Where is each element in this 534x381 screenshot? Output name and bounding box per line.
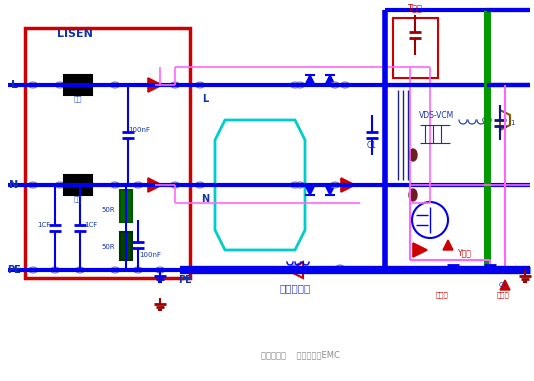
- Ellipse shape: [483, 117, 491, 123]
- Polygon shape: [325, 75, 335, 85]
- Text: N: N: [10, 180, 19, 190]
- Ellipse shape: [335, 265, 344, 271]
- Ellipse shape: [170, 82, 179, 88]
- Ellipse shape: [409, 149, 417, 161]
- Text: 高阻: 高阻: [74, 196, 82, 202]
- Text: Y电容: Y电容: [458, 248, 472, 258]
- Polygon shape: [305, 185, 315, 195]
- Text: L: L: [11, 80, 18, 90]
- Text: PE: PE: [7, 265, 21, 275]
- Bar: [120, 232, 132, 260]
- Ellipse shape: [111, 267, 120, 273]
- Ellipse shape: [409, 189, 417, 201]
- Text: 1CF: 1CF: [84, 222, 98, 228]
- Ellipse shape: [51, 267, 59, 273]
- Ellipse shape: [195, 82, 205, 88]
- Text: C4: C4: [498, 282, 507, 288]
- Ellipse shape: [290, 82, 300, 88]
- Polygon shape: [500, 280, 510, 290]
- Polygon shape: [443, 240, 453, 250]
- Bar: [64, 175, 92, 195]
- Text: VDS-VCM: VDS-VCM: [419, 110, 454, 120]
- Text: 50R: 50R: [101, 244, 115, 250]
- Ellipse shape: [341, 182, 349, 188]
- Bar: [25, 28, 190, 278]
- Text: T电容: T电容: [407, 3, 422, 13]
- Ellipse shape: [134, 182, 143, 188]
- Ellipse shape: [111, 82, 120, 88]
- Text: 电子产品物    及电磁兼容EMC: 电子产品物 及电磁兼容EMC: [261, 351, 340, 360]
- Ellipse shape: [28, 82, 37, 88]
- Polygon shape: [341, 178, 355, 192]
- Ellipse shape: [341, 82, 349, 88]
- Text: 50R: 50R: [101, 207, 115, 213]
- Text: 1CF: 1CF: [37, 222, 51, 228]
- Ellipse shape: [56, 182, 65, 188]
- Polygon shape: [413, 243, 427, 257]
- Text: LISEN: LISEN: [57, 29, 93, 39]
- Polygon shape: [325, 185, 335, 195]
- Text: 100nF: 100nF: [139, 252, 161, 258]
- Bar: [120, 190, 132, 222]
- Text: 分电容: 分电容: [436, 292, 449, 298]
- Ellipse shape: [195, 182, 205, 188]
- Text: 100nF: 100nF: [128, 127, 150, 133]
- Polygon shape: [148, 78, 162, 92]
- Bar: [64, 75, 92, 95]
- Ellipse shape: [28, 182, 37, 188]
- Text: 1: 1: [510, 120, 514, 126]
- Ellipse shape: [295, 182, 304, 188]
- Ellipse shape: [56, 82, 65, 88]
- Text: 参考接地板: 参考接地板: [279, 283, 311, 293]
- Ellipse shape: [290, 265, 300, 271]
- Text: PE: PE: [178, 275, 192, 285]
- Bar: [393, 18, 438, 78]
- Ellipse shape: [331, 82, 340, 88]
- Ellipse shape: [75, 267, 84, 273]
- Ellipse shape: [134, 267, 143, 273]
- Text: C1: C1: [367, 141, 377, 149]
- Text: 分电容: 分电容: [497, 292, 509, 298]
- Ellipse shape: [170, 182, 179, 188]
- Ellipse shape: [155, 267, 164, 273]
- Ellipse shape: [111, 182, 120, 188]
- Text: L: L: [202, 94, 208, 104]
- Ellipse shape: [331, 182, 340, 188]
- Polygon shape: [148, 178, 162, 192]
- Polygon shape: [305, 75, 315, 85]
- Ellipse shape: [290, 182, 300, 188]
- Text: 高阻: 高阻: [74, 96, 82, 102]
- Ellipse shape: [295, 82, 304, 88]
- Text: N: N: [201, 194, 209, 204]
- Ellipse shape: [28, 267, 37, 273]
